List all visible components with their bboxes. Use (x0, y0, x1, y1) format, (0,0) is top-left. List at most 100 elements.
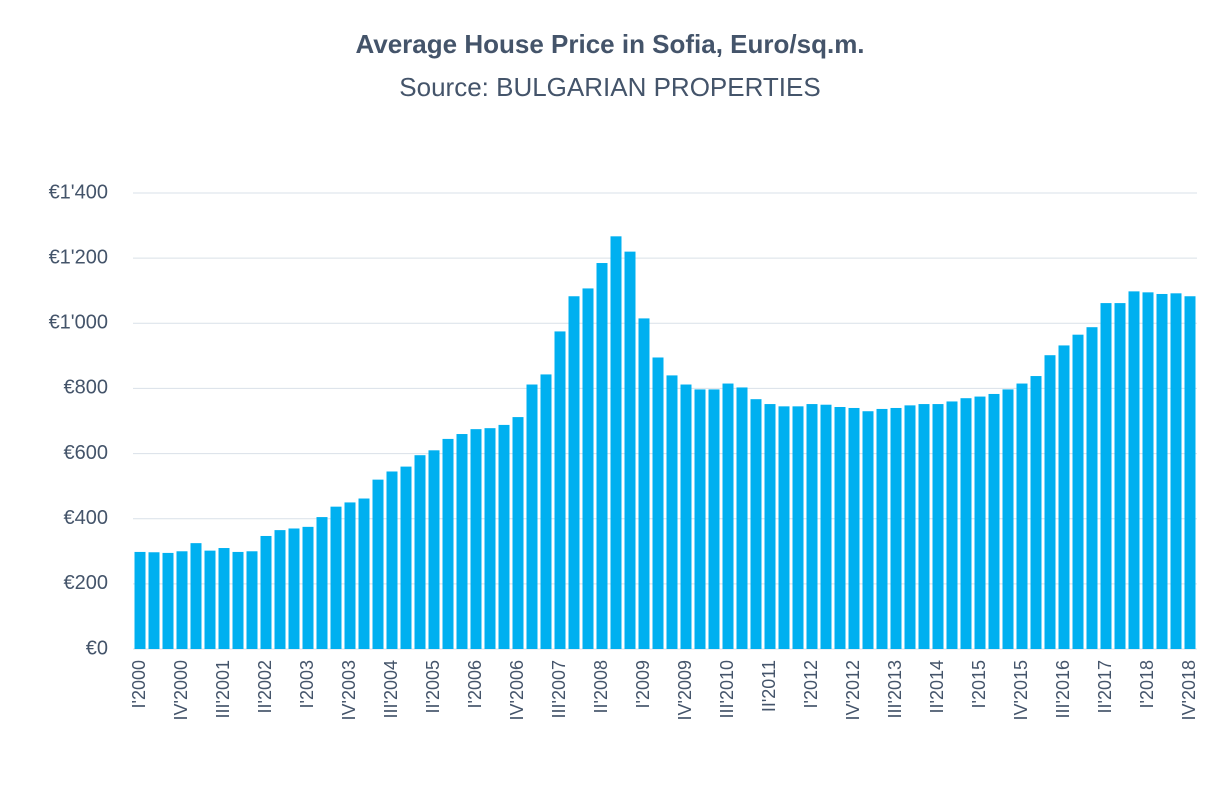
bar (820, 404, 832, 649)
bar (1016, 383, 1028, 649)
bar (568, 296, 580, 649)
x-tick-label: II'2014 (927, 660, 947, 713)
bar (778, 406, 790, 649)
chart-subtitle: Source: BULGARIAN PROPERTIES (399, 72, 820, 102)
bar (624, 251, 636, 649)
bar (806, 404, 818, 649)
chart-title: Average House Price in Sofia, Euro/sq.m. (355, 29, 864, 59)
bar (344, 502, 356, 649)
x-tick-label: IV'2012 (843, 660, 863, 721)
bar (876, 408, 888, 649)
x-tick-label: III'2007 (549, 660, 569, 718)
bar (680, 384, 692, 649)
bar (134, 551, 146, 649)
x-tick-label: I'2000 (129, 660, 149, 708)
bar (834, 406, 846, 649)
bar (512, 417, 524, 649)
y-tick-label: €1'200 (49, 246, 108, 268)
bar (498, 424, 510, 649)
bar (848, 407, 860, 649)
x-tick-label: I'2012 (801, 660, 821, 708)
bar (862, 411, 874, 649)
bar (414, 455, 426, 649)
bar (610, 236, 622, 649)
bar (974, 396, 986, 649)
bar (708, 389, 720, 649)
x-tick-label: I'2018 (1137, 660, 1157, 708)
bar (904, 405, 916, 649)
y-tick-label: €1'000 (49, 312, 108, 334)
y-tick-label: €0 (86, 637, 108, 659)
bar (1086, 327, 1098, 649)
x-tick-label: II'2005 (423, 660, 443, 713)
bar (470, 429, 482, 649)
bar (358, 498, 370, 649)
x-tick-label: I'2006 (465, 660, 485, 708)
y-tick-label: €1'400 (49, 181, 108, 203)
bar (246, 551, 258, 649)
y-tick-label: €400 (64, 507, 109, 529)
x-tick-label: III'2004 (381, 660, 401, 718)
y-tick-label: €600 (64, 442, 109, 464)
bar (918, 404, 930, 649)
bar (400, 466, 412, 649)
x-tick-label: II'2008 (591, 660, 611, 713)
bar (1002, 389, 1014, 649)
bar (1142, 292, 1154, 649)
bar (288, 528, 300, 649)
bar (526, 384, 538, 649)
bar (582, 288, 594, 649)
bar (1030, 376, 1042, 649)
x-tick-label: I'2003 (297, 660, 317, 708)
bar (652, 357, 664, 649)
y-tick-label: €800 (64, 377, 109, 399)
bar (554, 331, 566, 649)
x-tick-label: II'2017 (1095, 660, 1115, 713)
bar (764, 404, 776, 649)
x-tick-label: III'2010 (717, 660, 737, 718)
x-tick-label: IV'2015 (1011, 660, 1031, 721)
bar (260, 535, 272, 649)
bar (1170, 293, 1182, 649)
bar (638, 318, 650, 649)
x-tick-label: IV'2009 (675, 660, 695, 721)
bar (456, 434, 468, 649)
y-tick-label: €200 (64, 572, 109, 594)
bar (736, 387, 748, 649)
bar (750, 399, 762, 649)
bar (330, 506, 342, 649)
bar (316, 517, 328, 649)
x-tick-label: II'2002 (255, 660, 275, 713)
bar (540, 374, 552, 649)
bar (176, 551, 188, 649)
bar (666, 375, 678, 649)
bar (484, 428, 496, 649)
bar (386, 471, 398, 649)
x-tick-label: IV'2006 (507, 660, 527, 721)
x-tick-label: IV'2018 (1179, 660, 1199, 721)
bar (932, 404, 944, 649)
bar (890, 407, 902, 649)
bar (722, 383, 734, 649)
bar (204, 550, 216, 649)
bar (302, 526, 314, 649)
bar (1100, 303, 1112, 649)
bar (596, 263, 608, 649)
x-tick-label: III'2016 (1053, 660, 1073, 718)
x-tick-label: III'2001 (213, 660, 233, 718)
bar (274, 530, 286, 649)
bar (946, 401, 958, 649)
bar (162, 552, 174, 649)
bar (1156, 293, 1168, 649)
x-tick-label: IV'2000 (171, 660, 191, 721)
bar (1128, 291, 1140, 649)
bar (218, 548, 230, 649)
bar (148, 552, 160, 649)
bar (372, 479, 384, 649)
x-tick-label: II'2011 (759, 660, 779, 712)
bar (428, 450, 440, 649)
bar (988, 393, 1000, 649)
x-tick-label: III'2013 (885, 660, 905, 718)
bar (1114, 303, 1126, 649)
